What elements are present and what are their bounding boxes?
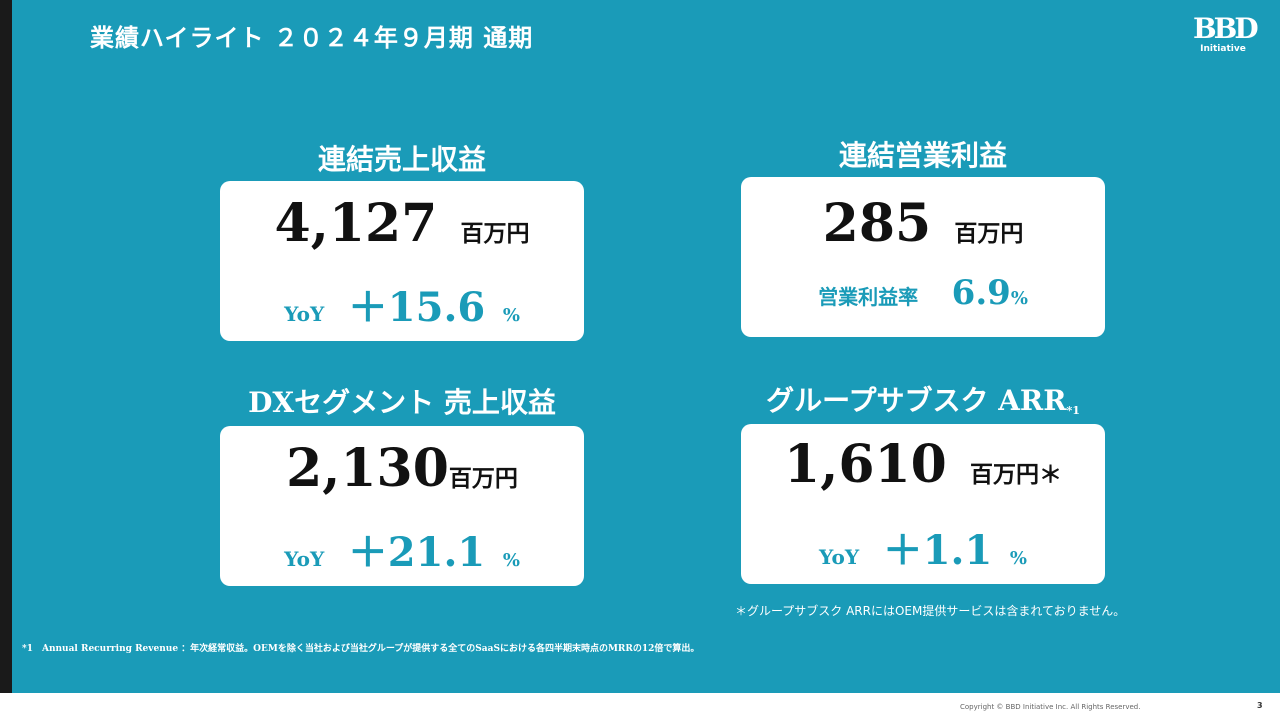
arr-change: ＋1.1 (882, 527, 993, 574)
revenue-title: 連結売上収益 (317, 143, 486, 176)
revenue-sub: YoY ＋15.6 % (220, 275, 584, 333)
revenue-main: 4,127 百万円 (220, 193, 584, 254)
logo-subtitle: Initiative (1200, 44, 1246, 54)
dx-main: 2,130百万円 (220, 438, 584, 499)
revenue-card: 4,127 百万円 YoY ＋15.6 % (220, 181, 584, 341)
op-profit-value: 285 (822, 193, 932, 254)
arr-title-wrap: グループサブスク ARR*1 (741, 379, 1105, 419)
arr-card: 1,610 百万円＊ YoY ＋1.1 % (741, 424, 1105, 584)
arr-title-footnote-mark: *1 (1066, 404, 1080, 417)
logo-mark: BBD (1193, 12, 1259, 45)
op-margin-value: 6.9 (951, 273, 1011, 313)
op-profit-unit: 百万円 (954, 220, 1024, 247)
copyright: Copyright © BBD Initiative Inc. All Righ… (960, 703, 1141, 711)
company-logo: BBD Initiative (1193, 12, 1259, 55)
arr-unit: 百万円＊ (969, 461, 1062, 488)
dx-title: DXセグメント 売上収益 (248, 386, 556, 419)
op-profit-main: 285 百万円 (741, 193, 1105, 254)
arr-value: 1,610 (784, 434, 947, 495)
dx-value: 2,130 (286, 438, 449, 499)
left-edge-bar (0, 0, 12, 695)
dx-sub: YoY ＋21.1 % (220, 520, 584, 578)
revenue-yoy-label: YoY (284, 302, 325, 326)
op-profit-sub: 営業利益率 6.9% (741, 273, 1105, 313)
page-title: 業績ハイライト ２０２４年９月期 通期 (90, 23, 534, 52)
dx-change: ＋21.1 (347, 529, 486, 576)
revenue-unit: 百万円 (460, 220, 530, 247)
page-number: 3 (1257, 701, 1263, 710)
footer-band (0, 693, 1280, 720)
arr-title: グループサブスク ARR (766, 384, 1067, 417)
arr-main: 1,610 百万円＊ (741, 434, 1105, 495)
arr-yoy-label: YoY (818, 545, 860, 569)
op-profit-title: 連結営業利益 (838, 139, 1007, 172)
arr-note: ＊グループサブスク ARRにはOEM提供サービスは含まれておりません。 (735, 604, 1126, 618)
arr-pct: % (1009, 548, 1027, 569)
dx-unit: 百万円 (448, 465, 518, 492)
op-profit-card: 285 百万円 営業利益率 6.9% (741, 177, 1105, 337)
op-margin-pct: % (1010, 288, 1028, 309)
op-margin-label: 営業利益率 (818, 285, 919, 309)
dx-pct: % (502, 550, 520, 571)
dx-card: 2,130百万円 YoY ＋21.1 % (220, 426, 584, 586)
dx-yoy-label: YoY (284, 547, 325, 571)
footnote: *1 Annual Recurring Revenue ：年次経常収益。OEMを… (22, 644, 700, 654)
revenue-pct: % (502, 305, 520, 326)
revenue-change: ＋15.6 (347, 284, 486, 331)
arr-sub: YoY ＋1.1 % (741, 518, 1105, 576)
revenue-value: 4,127 (274, 193, 438, 254)
